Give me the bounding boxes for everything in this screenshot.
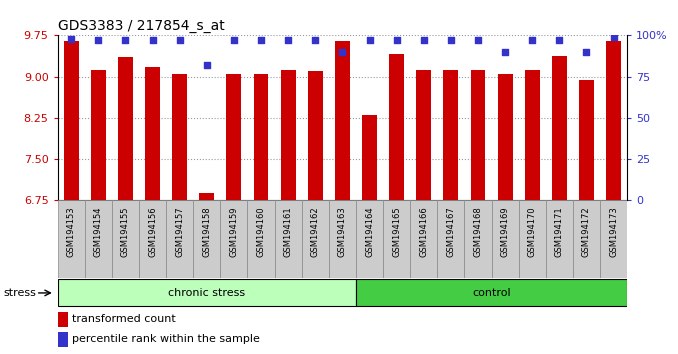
Bar xyxy=(302,200,329,278)
Bar xyxy=(166,200,193,278)
Text: GSM194157: GSM194157 xyxy=(175,206,184,257)
Bar xyxy=(606,41,621,200)
Bar xyxy=(552,56,567,200)
Text: GSM194171: GSM194171 xyxy=(555,206,564,257)
Point xyxy=(283,38,294,43)
Bar xyxy=(335,41,350,200)
Point xyxy=(174,38,185,43)
Bar xyxy=(226,74,241,200)
Bar xyxy=(254,74,268,200)
Point xyxy=(445,38,456,43)
Text: GSM194158: GSM194158 xyxy=(202,206,212,257)
Bar xyxy=(193,200,220,278)
Bar xyxy=(519,200,546,278)
Bar xyxy=(389,53,404,200)
Bar xyxy=(416,70,431,200)
Text: GDS3383 / 217854_s_at: GDS3383 / 217854_s_at xyxy=(58,19,224,33)
Point xyxy=(418,38,429,43)
Text: GSM194160: GSM194160 xyxy=(256,206,266,257)
Bar xyxy=(579,80,594,200)
Point xyxy=(364,38,375,43)
Bar xyxy=(383,200,410,278)
Text: GSM194162: GSM194162 xyxy=(311,206,320,257)
Point xyxy=(473,38,483,43)
Bar xyxy=(58,200,85,278)
Point xyxy=(120,38,131,43)
Point xyxy=(337,49,348,55)
Bar xyxy=(464,200,492,278)
Bar xyxy=(58,332,68,347)
Text: GSM194170: GSM194170 xyxy=(527,206,537,257)
Point xyxy=(581,49,592,55)
Bar xyxy=(118,57,133,200)
Text: GSM194164: GSM194164 xyxy=(365,206,374,257)
Bar xyxy=(443,70,458,200)
Point xyxy=(147,38,158,43)
Bar xyxy=(356,200,383,278)
Bar xyxy=(492,200,519,278)
Text: GSM194163: GSM194163 xyxy=(338,206,347,257)
Bar xyxy=(64,41,79,200)
Point xyxy=(391,38,402,43)
Bar xyxy=(546,200,573,278)
Bar xyxy=(58,312,68,327)
Bar xyxy=(275,200,302,278)
Bar xyxy=(437,200,464,278)
Bar xyxy=(600,200,627,278)
Bar xyxy=(573,200,600,278)
Point xyxy=(608,34,619,40)
Text: GSM194172: GSM194172 xyxy=(582,206,591,257)
Point xyxy=(93,38,104,43)
Point xyxy=(554,38,565,43)
Text: chronic stress: chronic stress xyxy=(168,288,245,298)
Text: GSM194154: GSM194154 xyxy=(94,206,103,257)
Bar xyxy=(139,200,166,278)
Bar xyxy=(199,193,214,200)
Bar xyxy=(220,200,247,278)
Text: GSM194161: GSM194161 xyxy=(283,206,293,257)
Text: GSM194173: GSM194173 xyxy=(609,206,618,257)
Bar xyxy=(498,74,513,200)
Bar xyxy=(281,70,296,200)
Bar xyxy=(91,70,106,200)
Point xyxy=(201,62,212,68)
Point xyxy=(66,36,77,41)
Text: percentile rank within the sample: percentile rank within the sample xyxy=(73,335,260,344)
Bar xyxy=(172,74,187,200)
Text: control: control xyxy=(473,288,511,298)
Bar xyxy=(471,70,485,200)
Text: GSM194167: GSM194167 xyxy=(446,206,456,257)
Bar xyxy=(247,200,275,278)
Text: GSM194168: GSM194168 xyxy=(473,206,483,257)
Text: GSM194156: GSM194156 xyxy=(148,206,157,257)
Text: stress: stress xyxy=(3,288,36,298)
Bar xyxy=(410,200,437,278)
Text: GSM194169: GSM194169 xyxy=(500,206,510,257)
Text: GSM194155: GSM194155 xyxy=(121,206,130,257)
Bar xyxy=(85,200,112,278)
Point xyxy=(256,38,266,43)
Point xyxy=(527,38,538,43)
Bar xyxy=(525,70,540,200)
Text: GSM194153: GSM194153 xyxy=(66,206,76,257)
Text: GSM194165: GSM194165 xyxy=(392,206,401,257)
Text: GSM194166: GSM194166 xyxy=(419,206,428,257)
Point xyxy=(228,38,239,43)
Point xyxy=(310,38,321,43)
Bar xyxy=(308,71,323,200)
Bar xyxy=(58,279,356,307)
Bar xyxy=(112,200,139,278)
Text: GSM194159: GSM194159 xyxy=(229,206,239,257)
Point xyxy=(500,49,511,55)
Text: transformed count: transformed count xyxy=(73,314,176,325)
Bar xyxy=(362,115,377,200)
Bar xyxy=(329,200,356,278)
Bar xyxy=(356,279,627,307)
Bar xyxy=(145,67,160,200)
